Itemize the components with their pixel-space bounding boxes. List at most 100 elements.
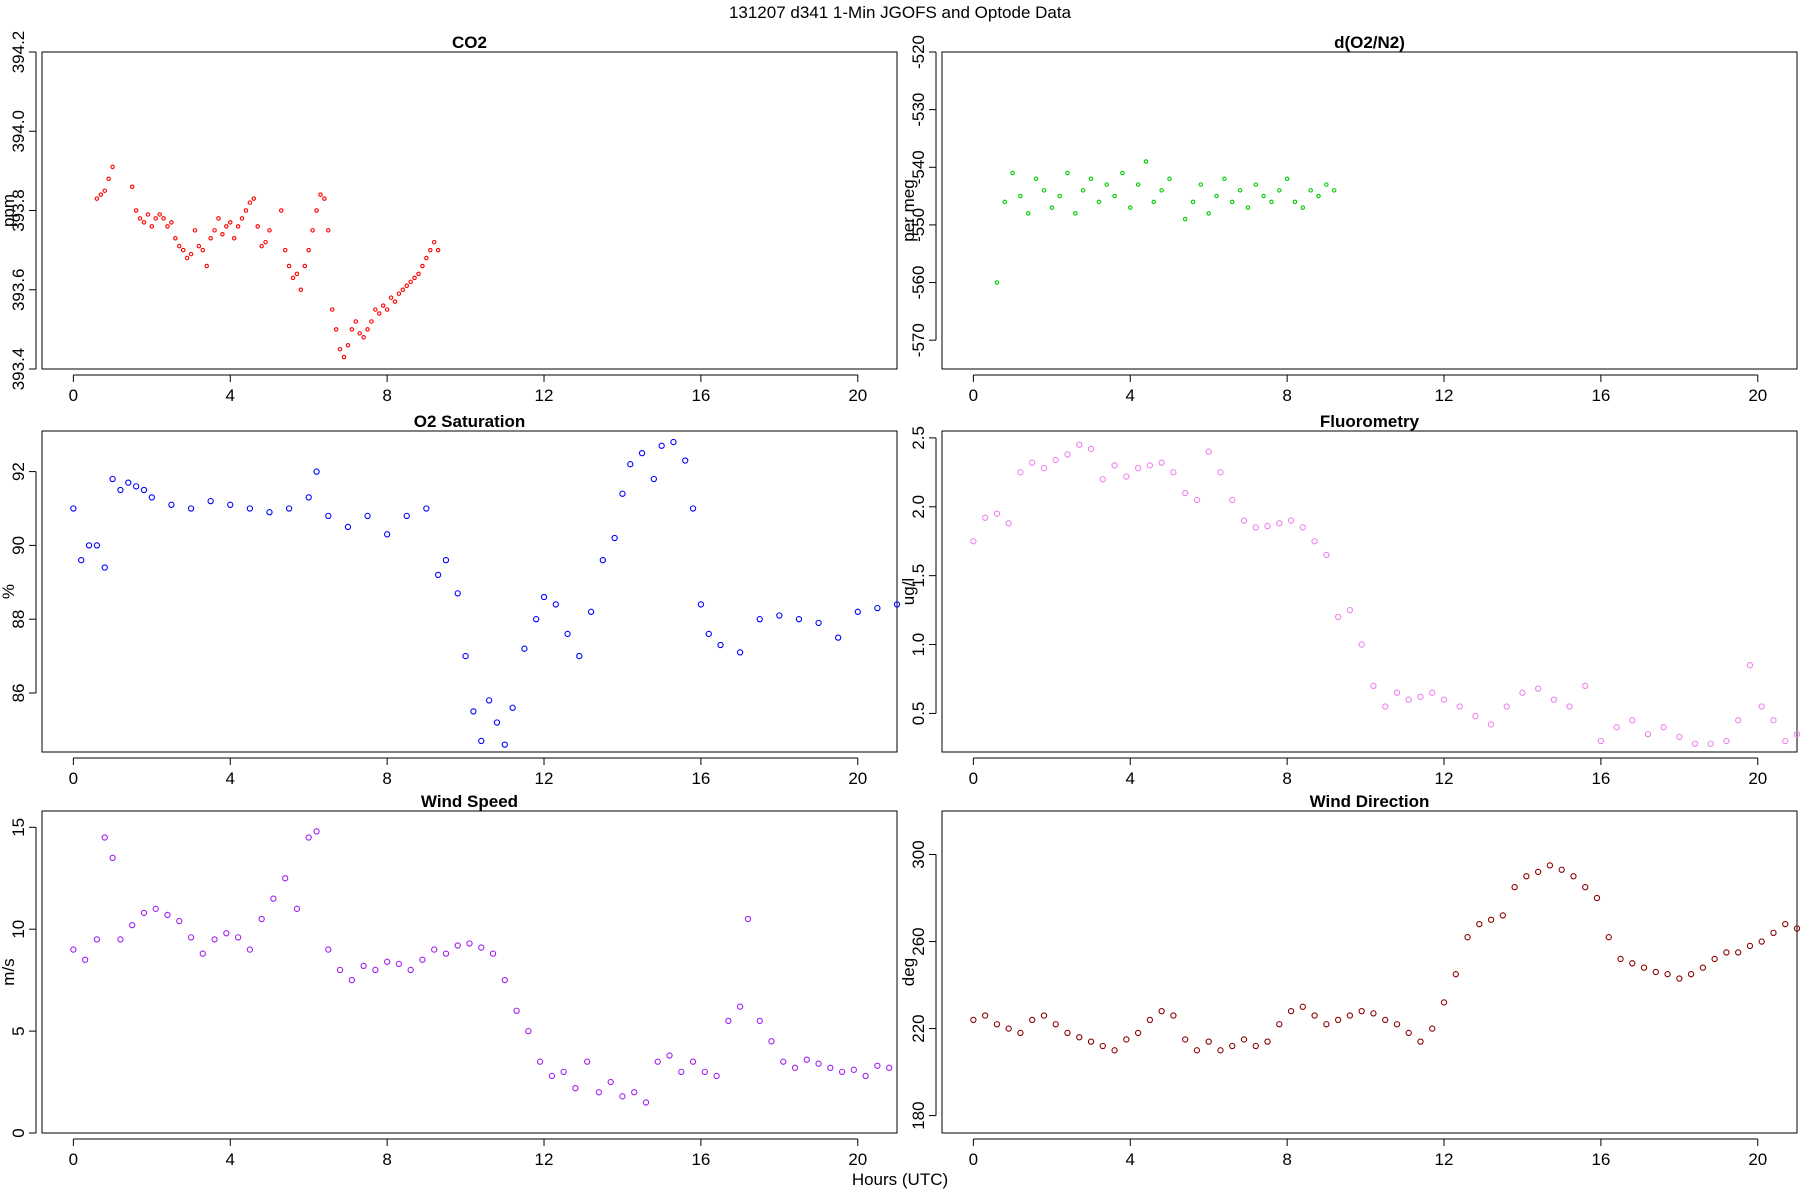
data-point	[1523, 873, 1530, 880]
y-tick-label: -540	[909, 150, 928, 184]
panel-title: CO2	[452, 33, 487, 52]
y-tick-label: 5	[9, 1026, 28, 1035]
data-point	[1440, 999, 1448, 1006]
data-point	[850, 1066, 858, 1073]
data-point	[161, 216, 166, 221]
panel-title: Wind Speed	[421, 792, 518, 811]
data-point	[1193, 496, 1201, 504]
data-point	[325, 512, 332, 520]
x-tick-label: 0	[69, 769, 78, 788]
data-point	[1005, 1025, 1012, 1032]
data-point	[1405, 1029, 1412, 1037]
data-point	[1660, 724, 1667, 731]
x-tick-label: 12	[1435, 386, 1454, 405]
data-point	[1064, 1029, 1071, 1037]
data-point	[1284, 176, 1290, 182]
data-point	[1087, 445, 1095, 453]
data-point	[470, 708, 477, 715]
data-point	[1503, 703, 1510, 710]
data-point	[293, 905, 301, 912]
data-point	[132, 483, 140, 490]
data-point	[631, 1089, 638, 1096]
data-point	[220, 232, 225, 237]
data-point	[1617, 955, 1624, 963]
y-tick-label: 393.8	[9, 189, 28, 232]
data-point	[369, 319, 374, 324]
data-point	[1111, 1047, 1118, 1054]
data-point	[180, 247, 186, 253]
y-tick-label: 394.2	[9, 31, 28, 74]
data-point	[525, 1027, 532, 1035]
data-point	[1582, 682, 1589, 690]
x-tick-label: 0	[969, 1150, 978, 1169]
data-point	[93, 936, 101, 943]
data-point	[246, 946, 254, 953]
data-point	[1052, 1021, 1059, 1028]
data-point	[650, 475, 657, 483]
data-point	[266, 509, 273, 516]
data-point	[744, 915, 752, 923]
data-point	[255, 224, 260, 229]
data-point	[1534, 868, 1542, 876]
data-point	[78, 556, 85, 564]
data-point	[1214, 193, 1219, 199]
data-point	[173, 235, 178, 241]
x-tick-label: 16	[691, 769, 710, 788]
y-tick-label: 393.6	[9, 268, 28, 311]
data-point	[658, 442, 665, 449]
y-tick-label: 180	[909, 1101, 928, 1129]
data-point	[153, 216, 158, 221]
data-point	[407, 966, 414, 974]
panel-do2n2: d(O2/N2) per meg 0 4 8 12 16 20 -570 -560 -550 -540…	[899, 33, 1798, 405]
data-point	[454, 590, 461, 597]
data-point	[1382, 703, 1389, 710]
figure-title: 131207 d341 1-Min JGOFS and Optode Data	[729, 3, 1072, 22]
y-tick-label: 90	[9, 536, 28, 555]
y-axis: 0 5 10 15	[9, 818, 37, 1138]
data-point	[1112, 193, 1117, 199]
data-points	[970, 441, 1800, 747]
data-points	[970, 862, 1800, 1054]
data-point	[1456, 703, 1463, 710]
data-point	[1065, 170, 1070, 176]
data-point	[501, 741, 508, 748]
y-tick-label: -560	[909, 266, 928, 300]
data-point	[372, 966, 379, 974]
y-tick-label: 88	[9, 610, 28, 629]
x-tick-label: 4	[1126, 386, 1135, 405]
data-point	[1346, 1012, 1354, 1019]
data-point	[211, 936, 218, 943]
data-point	[552, 601, 559, 608]
data-point	[318, 192, 323, 197]
data-point	[345, 342, 351, 348]
data-point	[117, 486, 124, 494]
data-point	[521, 645, 528, 652]
data-point	[196, 243, 202, 249]
data-point	[286, 263, 292, 269]
data-point	[373, 307, 378, 312]
data-point	[1159, 188, 1164, 193]
y-axis-label: m/s	[0, 958, 18, 985]
data-point	[536, 1058, 544, 1065]
data-point	[1597, 737, 1605, 745]
data-point	[125, 479, 132, 486]
data-point	[533, 616, 540, 623]
data-point	[815, 619, 822, 627]
x-tick-label: 20	[848, 769, 867, 788]
x-tick-label: 16	[691, 386, 710, 405]
data-point	[228, 220, 233, 225]
data-point	[267, 228, 272, 233]
data-point	[1190, 199, 1196, 205]
panel-co2: CO2 ppm 0 4 8 12 16 20 393.4 393.6 393.8 394.0 394.2	[0, 31, 898, 405]
data-point	[305, 494, 312, 501]
data-point	[243, 208, 249, 213]
data-point	[1405, 696, 1412, 703]
data-point	[1170, 469, 1177, 476]
data-point	[1358, 1008, 1365, 1015]
data-point	[1240, 1036, 1248, 1043]
y-tick-label: 393.4	[9, 348, 28, 391]
x-tick-label: 0	[69, 1150, 78, 1169]
data-point	[1593, 894, 1601, 902]
data-point	[157, 212, 162, 217]
